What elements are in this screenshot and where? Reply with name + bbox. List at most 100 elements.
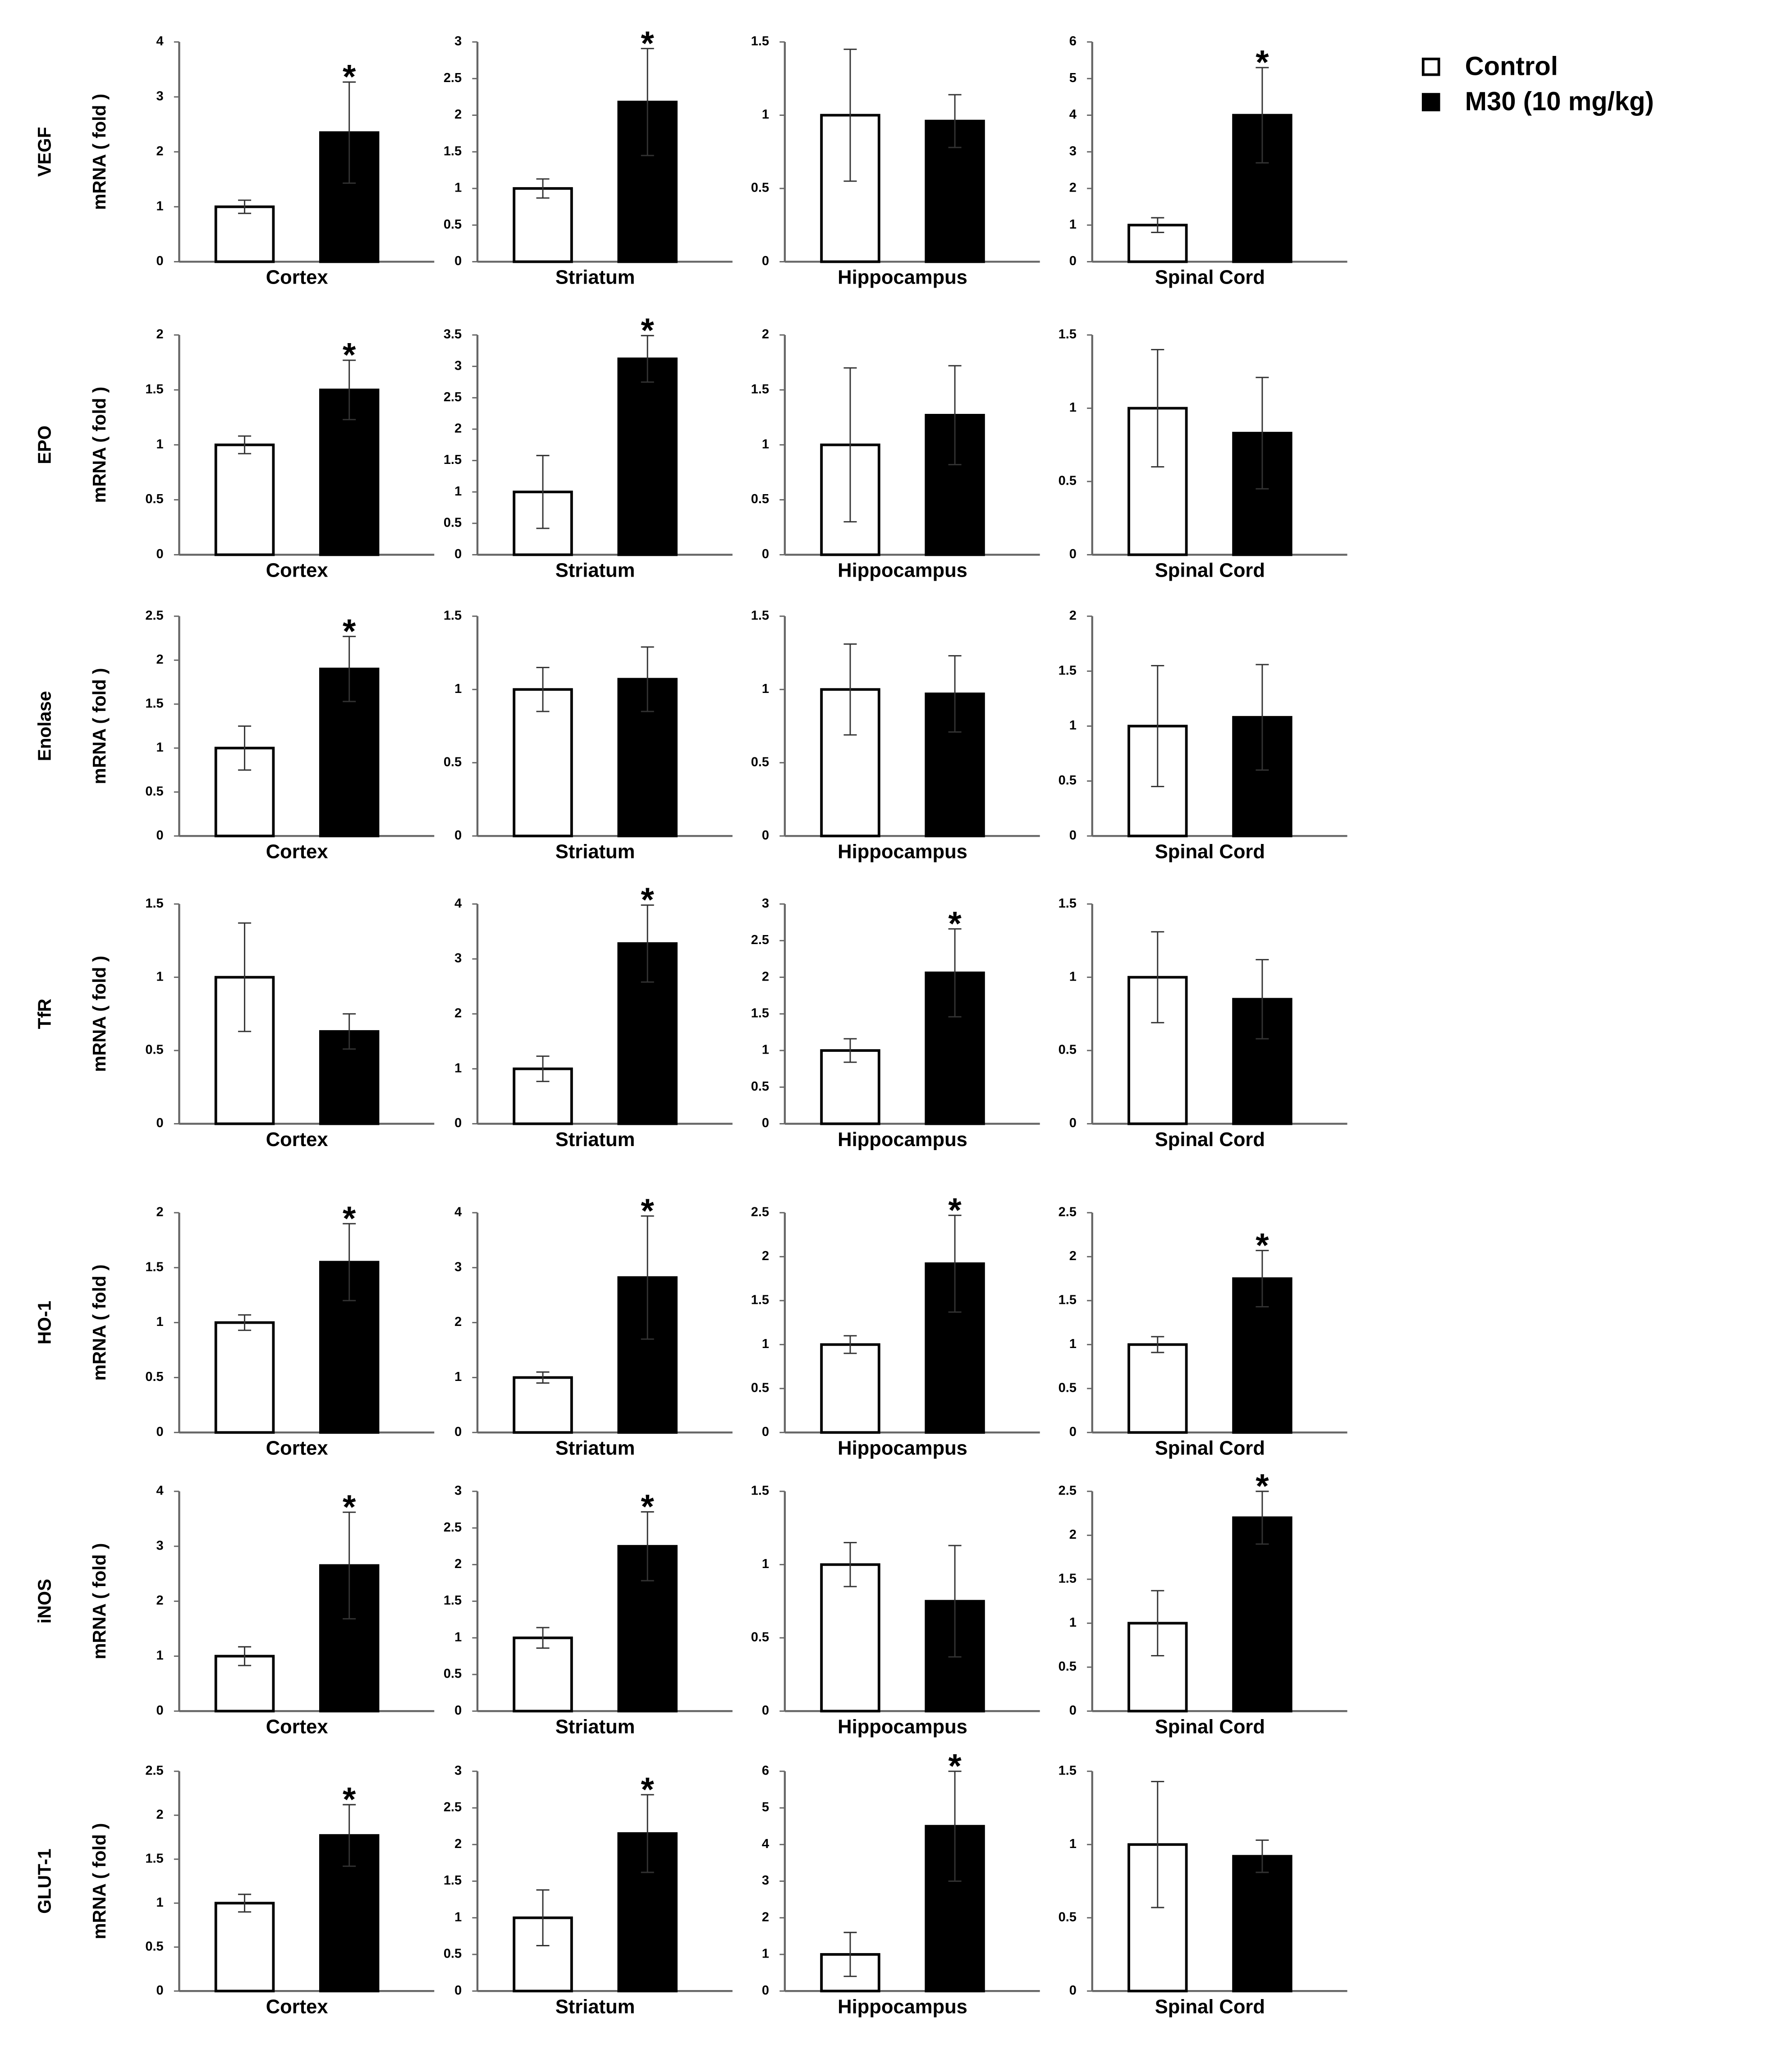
- x-axis-label: Hippocampus: [838, 1129, 967, 1151]
- y-tick-label: 0.5: [1059, 773, 1077, 788]
- y-tick-label: 6: [1069, 34, 1077, 49]
- error-bar: [1151, 1336, 1164, 1353]
- y-tick-label: 1.5: [1059, 663, 1077, 678]
- legend-swatch: [1421, 93, 1440, 111]
- y-tick-label: 1.5: [1059, 896, 1077, 911]
- error-bar: [843, 48, 857, 182]
- y-tick-label: 1: [762, 107, 769, 122]
- y-tick-label: 0.5: [145, 1043, 163, 1057]
- y-tick-label: 2: [454, 1006, 462, 1020]
- y-tick-label: 0: [454, 1116, 462, 1130]
- x-axis-label: Spinal Cord: [1155, 1996, 1265, 2018]
- x-axis-label: Striatum: [555, 841, 635, 862]
- error-bar: [238, 1646, 252, 1666]
- y-tick-label: 4: [1069, 107, 1077, 122]
- row-label: iNOS: [34, 1579, 55, 1623]
- error-bar: [948, 94, 962, 148]
- y-tick-label: 2.5: [751, 933, 769, 947]
- y-tick-label: 1.5: [1059, 1572, 1077, 1586]
- y-tick-label: 0: [762, 1116, 769, 1130]
- significance-marker: *: [343, 1488, 356, 1526]
- bar: [617, 358, 678, 556]
- error-bar: [641, 1794, 654, 1873]
- error-bar: [948, 1545, 962, 1658]
- x-axis-label: Striatum: [555, 1716, 635, 1738]
- y-tick-label: 0: [156, 1703, 164, 1718]
- y-tick-label: 3: [156, 89, 164, 104]
- significance-marker: *: [641, 881, 655, 919]
- y-tick-label: 2.5: [444, 1520, 462, 1535]
- error-bar: [948, 1215, 962, 1313]
- y-tick-label: 0.5: [751, 1079, 769, 1094]
- y-tick-label: 2: [454, 1315, 462, 1329]
- y-tick-label: 1: [1069, 1337, 1077, 1351]
- x-axis-label: Cortex: [266, 1996, 328, 2018]
- y-tick-label: 2: [762, 969, 769, 984]
- y-axis-label: mRNA ( fold ): [89, 94, 110, 210]
- y-tick-label: 0: [156, 828, 164, 843]
- y-tick-label: 1.5: [145, 896, 163, 911]
- y-tick-label: 3: [156, 1538, 164, 1553]
- y-tick-label: 1: [454, 1061, 462, 1075]
- row-label: TfR: [34, 999, 55, 1029]
- y-tick-label: 1.5: [1059, 327, 1077, 342]
- error-bar: [343, 359, 356, 421]
- y-tick-label: 1.5: [751, 1293, 769, 1307]
- y-tick-label: 0.5: [444, 755, 462, 769]
- y-tick-label: 1.5: [1059, 1763, 1077, 1778]
- significance-marker: *: [1256, 1226, 1269, 1264]
- y-tick-label: 0.5: [1059, 1659, 1077, 1674]
- y-tick-label: 0: [454, 1425, 462, 1439]
- y-tick-label: 1.5: [1059, 1293, 1077, 1307]
- error-bar: [536, 1371, 550, 1384]
- y-tick-label: 0.5: [145, 492, 163, 506]
- y-tick-label: 1: [762, 1557, 769, 1571]
- error-bar: [238, 1314, 252, 1331]
- error-bar: [843, 1542, 857, 1587]
- error-bar: [536, 667, 550, 712]
- error-bar: [948, 928, 962, 1018]
- y-axis-label: mRNA ( fold ): [89, 668, 110, 784]
- x-axis-label: Hippocampus: [838, 1996, 967, 2018]
- y-tick-label: 2: [156, 327, 164, 342]
- y-tick-label: 3: [454, 1260, 462, 1274]
- y-tick-label: 1: [1069, 1615, 1077, 1630]
- y-tick-label: 3.5: [444, 327, 462, 342]
- y-tick-label: 2: [156, 1593, 164, 1608]
- error-bar: [536, 178, 550, 199]
- y-tick-label: 1.5: [751, 34, 769, 49]
- y-tick-label: 0.5: [751, 181, 769, 195]
- x-axis-label: Cortex: [266, 841, 328, 862]
- significance-marker: *: [948, 904, 962, 942]
- y-axis-label: mRNA ( fold ): [89, 387, 110, 503]
- row-label: HO-1: [34, 1301, 55, 1344]
- y-tick-label: 2.5: [751, 1205, 769, 1220]
- significance-marker: *: [343, 58, 356, 96]
- error-bar: [843, 643, 857, 736]
- y-tick-label: 0: [762, 254, 769, 268]
- y-tick-label: 1: [454, 1910, 462, 1924]
- y-tick-label: 0.5: [145, 1939, 163, 1954]
- y-tick-label: 4: [454, 1205, 462, 1220]
- bar: [925, 1262, 985, 1434]
- row-label: VEGF: [34, 127, 55, 177]
- y-tick-label: 2: [762, 1910, 769, 1924]
- y-tick-label: 0: [762, 1703, 769, 1718]
- error-bar: [1151, 665, 1164, 788]
- y-tick-label: 2.5: [145, 1763, 163, 1778]
- error-bar: [843, 1335, 857, 1354]
- y-tick-label: 2.5: [444, 71, 462, 85]
- error-bar: [641, 904, 654, 983]
- y-tick-label: 0: [1069, 1703, 1077, 1718]
- y-tick-label: 1: [156, 1895, 164, 1910]
- y-tick-label: 3: [454, 34, 462, 49]
- significance-marker: *: [1256, 1467, 1269, 1505]
- y-tick-label: 2: [156, 144, 164, 158]
- bar: [820, 1343, 880, 1434]
- y-tick-label: 0: [454, 1703, 462, 1718]
- y-tick-label: 0.5: [1059, 1910, 1077, 1924]
- x-axis-label: Spinal Cord: [1155, 267, 1265, 289]
- y-tick-label: 2: [156, 652, 164, 667]
